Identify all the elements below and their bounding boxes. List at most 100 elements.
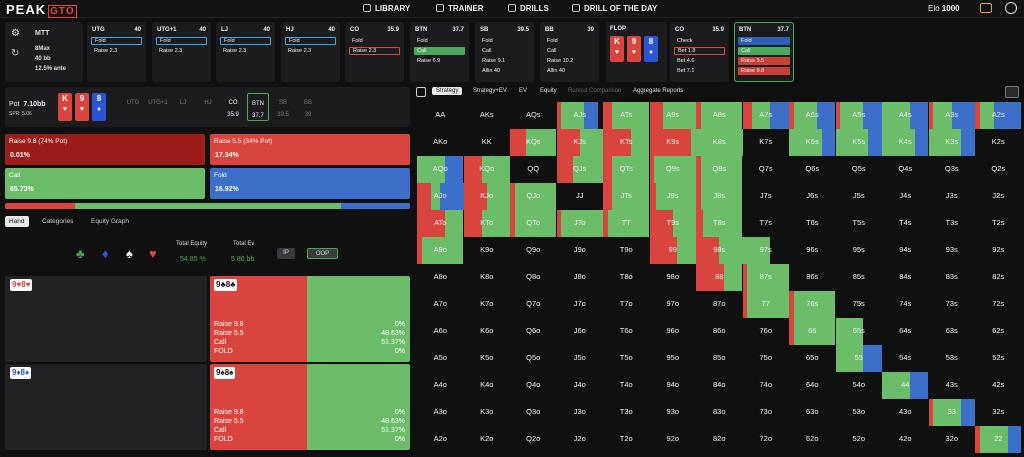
range-cell-k6s[interactable]: K6s <box>789 129 836 156</box>
range-cell-q4o[interactable]: Q4o <box>510 372 557 399</box>
range-cell-qts[interactable]: QTs <box>603 156 650 183</box>
seat-tab-bb[interactable]: BB 39 <box>297 93 319 121</box>
range-cell-t7s[interactable]: T7s <box>743 210 790 237</box>
range-cell-83o[interactable]: 83o <box>696 399 743 426</box>
range-cell-73s[interactable]: 73s <box>929 291 976 318</box>
range-cell-ats[interactable]: ATs <box>603 102 650 129</box>
range-cell-k5o[interactable]: K5o <box>464 345 511 372</box>
range-cell-32o[interactable]: 32o <box>929 426 976 453</box>
range-cell-t4s[interactable]: T4s <box>882 210 929 237</box>
nav-trainer[interactable]: TRAINER <box>436 4 484 13</box>
hand-row-left[interactable]: 9♥8♥ <box>5 276 207 362</box>
gear-icon[interactable]: ⚙ <box>11 28 20 39</box>
range-cell-k6o[interactable]: K6o <box>464 318 511 345</box>
range-cell-76s[interactable]: 76s <box>789 291 836 318</box>
range-cell-86s[interactable]: 86s <box>789 264 836 291</box>
action-raise-9-8[interactable]: Raise 9.8 <box>738 67 790 75</box>
seat-tab-sb[interactable]: SB 39.5 <box>272 93 294 121</box>
range-cell-93o[interactable]: 93o <box>650 399 697 426</box>
hand-strategy-chart[interactable]: 9♠8♠ Raise 9.8 0% Raise 5.5 48.63% Call 51.37%… <box>210 364 410 450</box>
range-cell-62o[interactable]: 62o <box>789 426 836 453</box>
range-cell-t5o[interactable]: T5o <box>603 345 650 372</box>
action-call[interactable]: Call <box>738 47 790 55</box>
range-cell-k9o[interactable]: K9o <box>464 237 511 264</box>
range-cell-ajs[interactable]: AJs <box>556 102 604 129</box>
range-cell-kqs[interactable]: KQs <box>510 129 557 156</box>
range-cell-k2o[interactable]: K2o <box>464 426 511 453</box>
action-bet-7-1[interactable]: Bet 7.1 <box>677 68 695 74</box>
action-call[interactable]: Call <box>547 48 557 54</box>
range-cell-a3s[interactable]: A3s <box>928 102 975 129</box>
range-cell-k8s[interactable]: K8s <box>696 129 743 156</box>
strategy-raise-5-5[interactable]: Raise 5.5 (34% Pot) 17.34% <box>210 134 410 165</box>
range-cell-75o[interactable]: 75o <box>743 345 790 372</box>
range-cell-k7s[interactable]: K7s <box>743 129 790 156</box>
action-raise-5-5[interactable]: Raise 5.5 <box>738 57 790 65</box>
range-cell-98s[interactable]: 98s <box>696 237 743 264</box>
player-tile-lj[interactable]: LJ 40 Fold Raise 2.3 <box>216 22 275 82</box>
range-cell-94s[interactable]: 94s <box>882 237 929 264</box>
range-cell-qto[interactable]: QTo <box>510 210 557 237</box>
range-cell-a6s[interactable]: A6s <box>789 102 836 129</box>
range-cell-q6s[interactable]: Q6s <box>789 156 836 183</box>
action-raise-6-9[interactable]: Raise 6.9 <box>417 58 441 64</box>
range-cell-66[interactable]: 66 <box>789 318 836 345</box>
oop-toggle[interactable]: OOP <box>307 248 338 259</box>
tab-runout-comparison[interactable]: Runout Comparison <box>568 88 622 94</box>
player-tile-btn[interactable]: BTN 37.7 Fold Call Raise 6.9 <box>410 22 469 82</box>
range-cell-54o[interactable]: 54o <box>836 372 883 399</box>
range-cell-kjs[interactable]: KJs <box>556 129 603 156</box>
range-cell-j6s[interactable]: J6s <box>789 183 836 210</box>
range-cell-t8o[interactable]: T8o <box>603 264 650 291</box>
strategy-call[interactable]: Call 65.73% <box>5 168 205 199</box>
range-cell-t3o[interactable]: T3o <box>603 399 650 426</box>
tab-hand[interactable]: Hand <box>5 216 29 227</box>
range-cell-t9o[interactable]: T9o <box>603 237 650 264</box>
range-cell-97o[interactable]: 97o <box>650 291 697 318</box>
range-cell-k2s[interactable]: K2s <box>975 129 1022 156</box>
range-cell-aa[interactable]: AA <box>417 102 464 129</box>
range-cell-a8s[interactable]: A8s <box>696 102 743 129</box>
range-cell-96o[interactable]: 96o <box>650 318 697 345</box>
range-cell-q2s[interactable]: Q2s <box>975 156 1022 183</box>
range-cell-75s[interactable]: 75s <box>836 291 883 318</box>
range-cell-q5s[interactable]: Q5s <box>836 156 883 183</box>
player-tile-sb[interactable]: SB 39.5 Fold Call Raise 9.1 Allin 40 <box>475 22 534 82</box>
range-cell-ajo[interactable]: AJo <box>417 183 464 210</box>
tab-strategy-ev[interactable]: Strategy+EV <box>473 88 507 94</box>
range-cell-84o[interactable]: 84o <box>696 372 743 399</box>
postflop-tile-co[interactable]: CO 35.9 Check Bet 1.8 Bet 4.6 Bet 7.1 <box>670 22 729 82</box>
tab-equity[interactable]: Equity <box>540 88 557 94</box>
range-cell-qjo[interactable]: QJo <box>510 183 557 210</box>
range-cell-ako[interactable]: AKo <box>417 129 464 156</box>
range-cell-33[interactable]: 33 <box>928 399 976 426</box>
refresh-icon[interactable]: ↻ <box>11 48 20 59</box>
range-cell-j8s[interactable]: J8s <box>696 183 743 210</box>
range-cell-a5o[interactable]: A5o <box>417 345 464 372</box>
range-cell-72s[interactable]: 72s <box>975 291 1022 318</box>
range-cell-a7s[interactable]: A7s <box>742 102 790 129</box>
range-cell-kto[interactable]: KTo <box>463 210 511 237</box>
range-cell-55[interactable]: 55 <box>835 345 883 372</box>
strategy-raise-9-8[interactable]: Raise 9.8 (74% Pot) 0.01% <box>5 134 205 165</box>
hand-row-left[interactable]: 9♦8♦ <box>5 364 207 450</box>
range-cell-ato[interactable]: ATo <box>417 210 464 237</box>
seat-tab-co[interactable]: CO 35.9 <box>222 93 244 121</box>
user-icon[interactable] <box>1005 2 1017 14</box>
action-raise-2-3[interactable]: Raise 2.3 <box>349 47 400 55</box>
action-allin-40[interactable]: Allin 40 <box>547 68 566 74</box>
action-raise-2-3[interactable]: Raise 2.3 <box>223 48 247 54</box>
range-cell-63s[interactable]: 63s <box>929 318 976 345</box>
range-cell-84s[interactable]: 84s <box>882 264 929 291</box>
action-fold[interactable]: Fold <box>156 37 207 45</box>
range-cell-96s[interactable]: 96s <box>789 237 836 264</box>
gamepad-icon[interactable] <box>1005 86 1019 98</box>
hand-strategy-chart[interactable]: 9♣8♣ Raise 9.8 0% Raise 5.5 48.63% Call 51.37%… <box>210 276 410 362</box>
range-cell-k9s[interactable]: K9s <box>649 129 697 156</box>
range-cell-t2o[interactable]: T2o <box>603 426 650 453</box>
action-fold[interactable]: Fold <box>285 37 336 45</box>
range-cell-92s[interactable]: 92s <box>975 237 1022 264</box>
range-cell-kqo[interactable]: KQo <box>463 156 511 183</box>
seat-tab-utg-1[interactable]: UTG+1 <box>147 93 169 121</box>
range-cell-a2o[interactable]: A2o <box>417 426 464 453</box>
